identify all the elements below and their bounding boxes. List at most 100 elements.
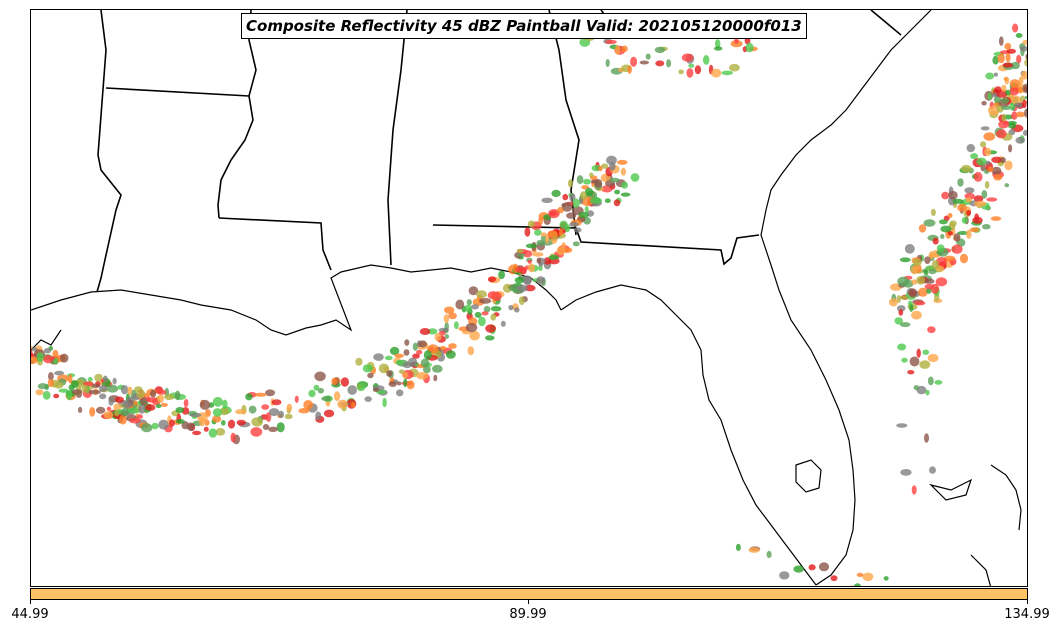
storm-cell [910,265,918,275]
storm-cell [686,68,694,78]
storm-cell [487,276,497,283]
storm-cell [127,386,133,396]
storm-cell [564,224,571,233]
storm-cell [323,409,335,418]
storm-cell [703,55,710,65]
storm-cell [1008,122,1016,129]
storm-cell [466,299,472,306]
storm-cell [54,370,65,376]
storm-cell [527,259,532,264]
storm-cell [164,393,175,401]
storm-cell [928,268,937,275]
storm-cell [48,372,54,381]
storm-cell [251,417,263,427]
storm-cell [268,426,278,432]
storm-cell [713,46,723,51]
storm-cell [556,246,566,256]
storm-cell [136,389,146,399]
storm-cell [42,390,51,400]
storm-cell [103,411,114,420]
storm-cell [862,572,874,582]
storm-cell [388,381,397,387]
storm-cell [935,277,948,287]
storm-cell [562,193,569,201]
storm-cell [138,404,146,414]
storm-cell [914,301,926,306]
storm-cell [614,189,620,195]
storm-cell [908,288,918,298]
storm-cell [443,314,450,324]
storm-cell [99,385,108,392]
storm-cell [175,419,185,424]
storm-cell [621,181,628,189]
storm-cell [982,224,991,230]
storm-cell [994,86,1002,93]
storm-cell [990,216,1002,221]
storm-cell [1009,86,1019,96]
storm-cell [927,326,936,334]
storm-cell [1025,53,1027,60]
storm-cell [654,46,666,54]
storm-cell [970,153,979,160]
storm-cell [1005,89,1012,96]
storm-cell [1013,102,1023,108]
colorbar-tick-start: 44.99 [11,607,49,622]
storm-cell [711,68,722,78]
coastline [31,10,1022,586]
storm-cell [983,132,996,141]
storm-cell [572,241,580,247]
map-panel[interactable] [30,9,1028,587]
storm-cell [923,278,935,284]
storm-cell [613,199,621,207]
storm-cell [899,295,909,300]
storm-cell [53,393,60,399]
storm-cell [508,305,514,311]
storm-cell [941,191,950,200]
storm-cell [987,92,992,101]
colorbar-tick-mid: 89.99 [509,607,547,622]
storm-cell [980,126,990,131]
storm-cell [1001,84,1007,92]
storm-cell [1022,39,1027,45]
storm-cell [219,407,230,416]
storm-cell [156,389,167,395]
storm-cell [957,231,969,235]
storm-cell [538,216,543,226]
storm-cell [1006,48,1016,54]
storm-cell [1015,33,1023,38]
storm-cell [384,355,393,361]
storm-cell [924,283,935,290]
storm-cell [416,349,423,355]
storm-cell [82,384,89,393]
storm-cell [169,419,175,427]
colorbar-tick-mark-mid [528,600,529,604]
storm-cell [960,164,972,173]
storm-cell [1018,86,1023,93]
storm-cell [396,389,404,397]
storm-cell [355,357,363,366]
storm-cell [145,404,156,411]
storm-cell [212,396,223,407]
storm-cell [1004,160,1013,171]
storm-cell [584,206,589,213]
storm-cell [474,311,482,318]
storm-cell [924,433,929,443]
storm-cell [888,298,898,307]
storm-cell [927,353,939,363]
storm-cell [419,328,431,335]
storm-cell [150,389,157,398]
storm-cell [88,389,101,395]
storm-cell [403,378,408,388]
storm-cell [590,197,602,204]
storm-cell [416,372,428,380]
storm-cell [119,414,127,425]
storm-cell [566,212,577,219]
storm-cell [412,353,420,359]
storm-cell [189,412,202,418]
storm-cell [748,547,760,553]
storm-cell [536,239,545,246]
storm-cell [908,300,913,306]
storm-cell [350,401,356,408]
storm-cell [991,166,1002,175]
storm-cell [601,185,613,193]
